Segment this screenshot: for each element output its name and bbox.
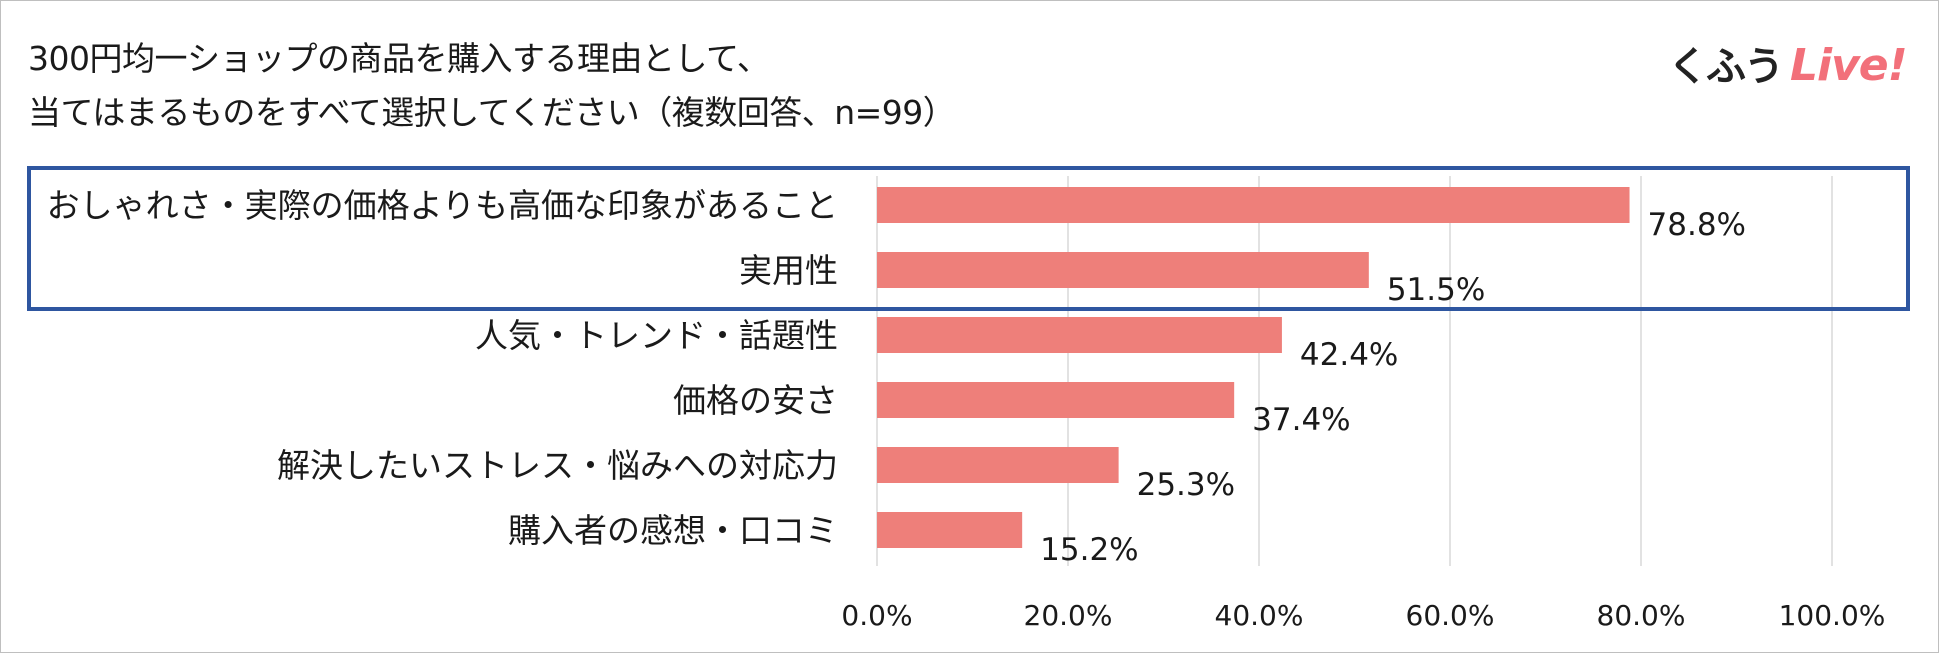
logo-text-live: Live!	[1790, 40, 1908, 91]
category-label: 実用性	[739, 251, 838, 290]
brand-logo: くふう Live!	[1668, 34, 1908, 92]
category-label: 購入者の感想・口コミ	[508, 511, 838, 550]
bar	[877, 317, 1282, 353]
highlight-box	[27, 166, 1910, 311]
title-line-2: 当てはまるものをすべて選択してください（複数回答、n=99）	[28, 93, 956, 132]
bar	[877, 512, 1023, 548]
category-labels: おしゃれさ・実際の価格よりも高価な印象があること実用性人気・トレンド・話題性価格…	[47, 186, 838, 550]
logo-text-kufuu: くふう	[1668, 44, 1784, 90]
value-label: 25.3%	[1137, 467, 1235, 503]
bar	[877, 252, 1369, 288]
x-tick-label: 80.0%	[1597, 599, 1686, 632]
bar	[877, 382, 1235, 418]
value-label: 78.8%	[1648, 207, 1746, 243]
value-label: 15.2%	[1040, 532, 1138, 568]
bars	[877, 187, 1630, 548]
value-label: 37.4%	[1252, 402, 1350, 438]
x-tick-label: 0.0%	[841, 599, 912, 632]
value-labels: 78.8% 51.5% 42.4% 37.4% 25.3% 15.2%	[1040, 207, 1746, 568]
x-axis-tick-labels: 0.0% 20.0% 40.0% 60.0% 80.0% 100.0%	[841, 599, 1885, 632]
category-label: 人気・トレンド・話題性	[475, 316, 838, 355]
x-tick-label: 40.0%	[1215, 599, 1304, 632]
grid-lines	[876, 176, 1833, 566]
x-tick-label: 60.0%	[1406, 599, 1495, 632]
x-tick-label: 100.0%	[1779, 599, 1886, 632]
category-label: 価格の安さ	[673, 381, 838, 420]
bar	[877, 187, 1630, 223]
value-label: 42.4%	[1300, 337, 1398, 373]
x-tick-label: 20.0%	[1024, 599, 1113, 632]
chart-title: 300円均一ショップの商品を購入する理由として、 当てはまるものをすべて選択して…	[28, 32, 956, 140]
category-label: 解決したいストレス・悩みへの対応力	[277, 446, 838, 485]
value-label: 51.5%	[1387, 272, 1485, 308]
title-line-1: 300円均一ショップの商品を購入する理由として、	[28, 39, 770, 78]
category-label: おしゃれさ・実際の価格よりも高価な印象があること	[47, 186, 838, 225]
bar	[877, 447, 1119, 483]
